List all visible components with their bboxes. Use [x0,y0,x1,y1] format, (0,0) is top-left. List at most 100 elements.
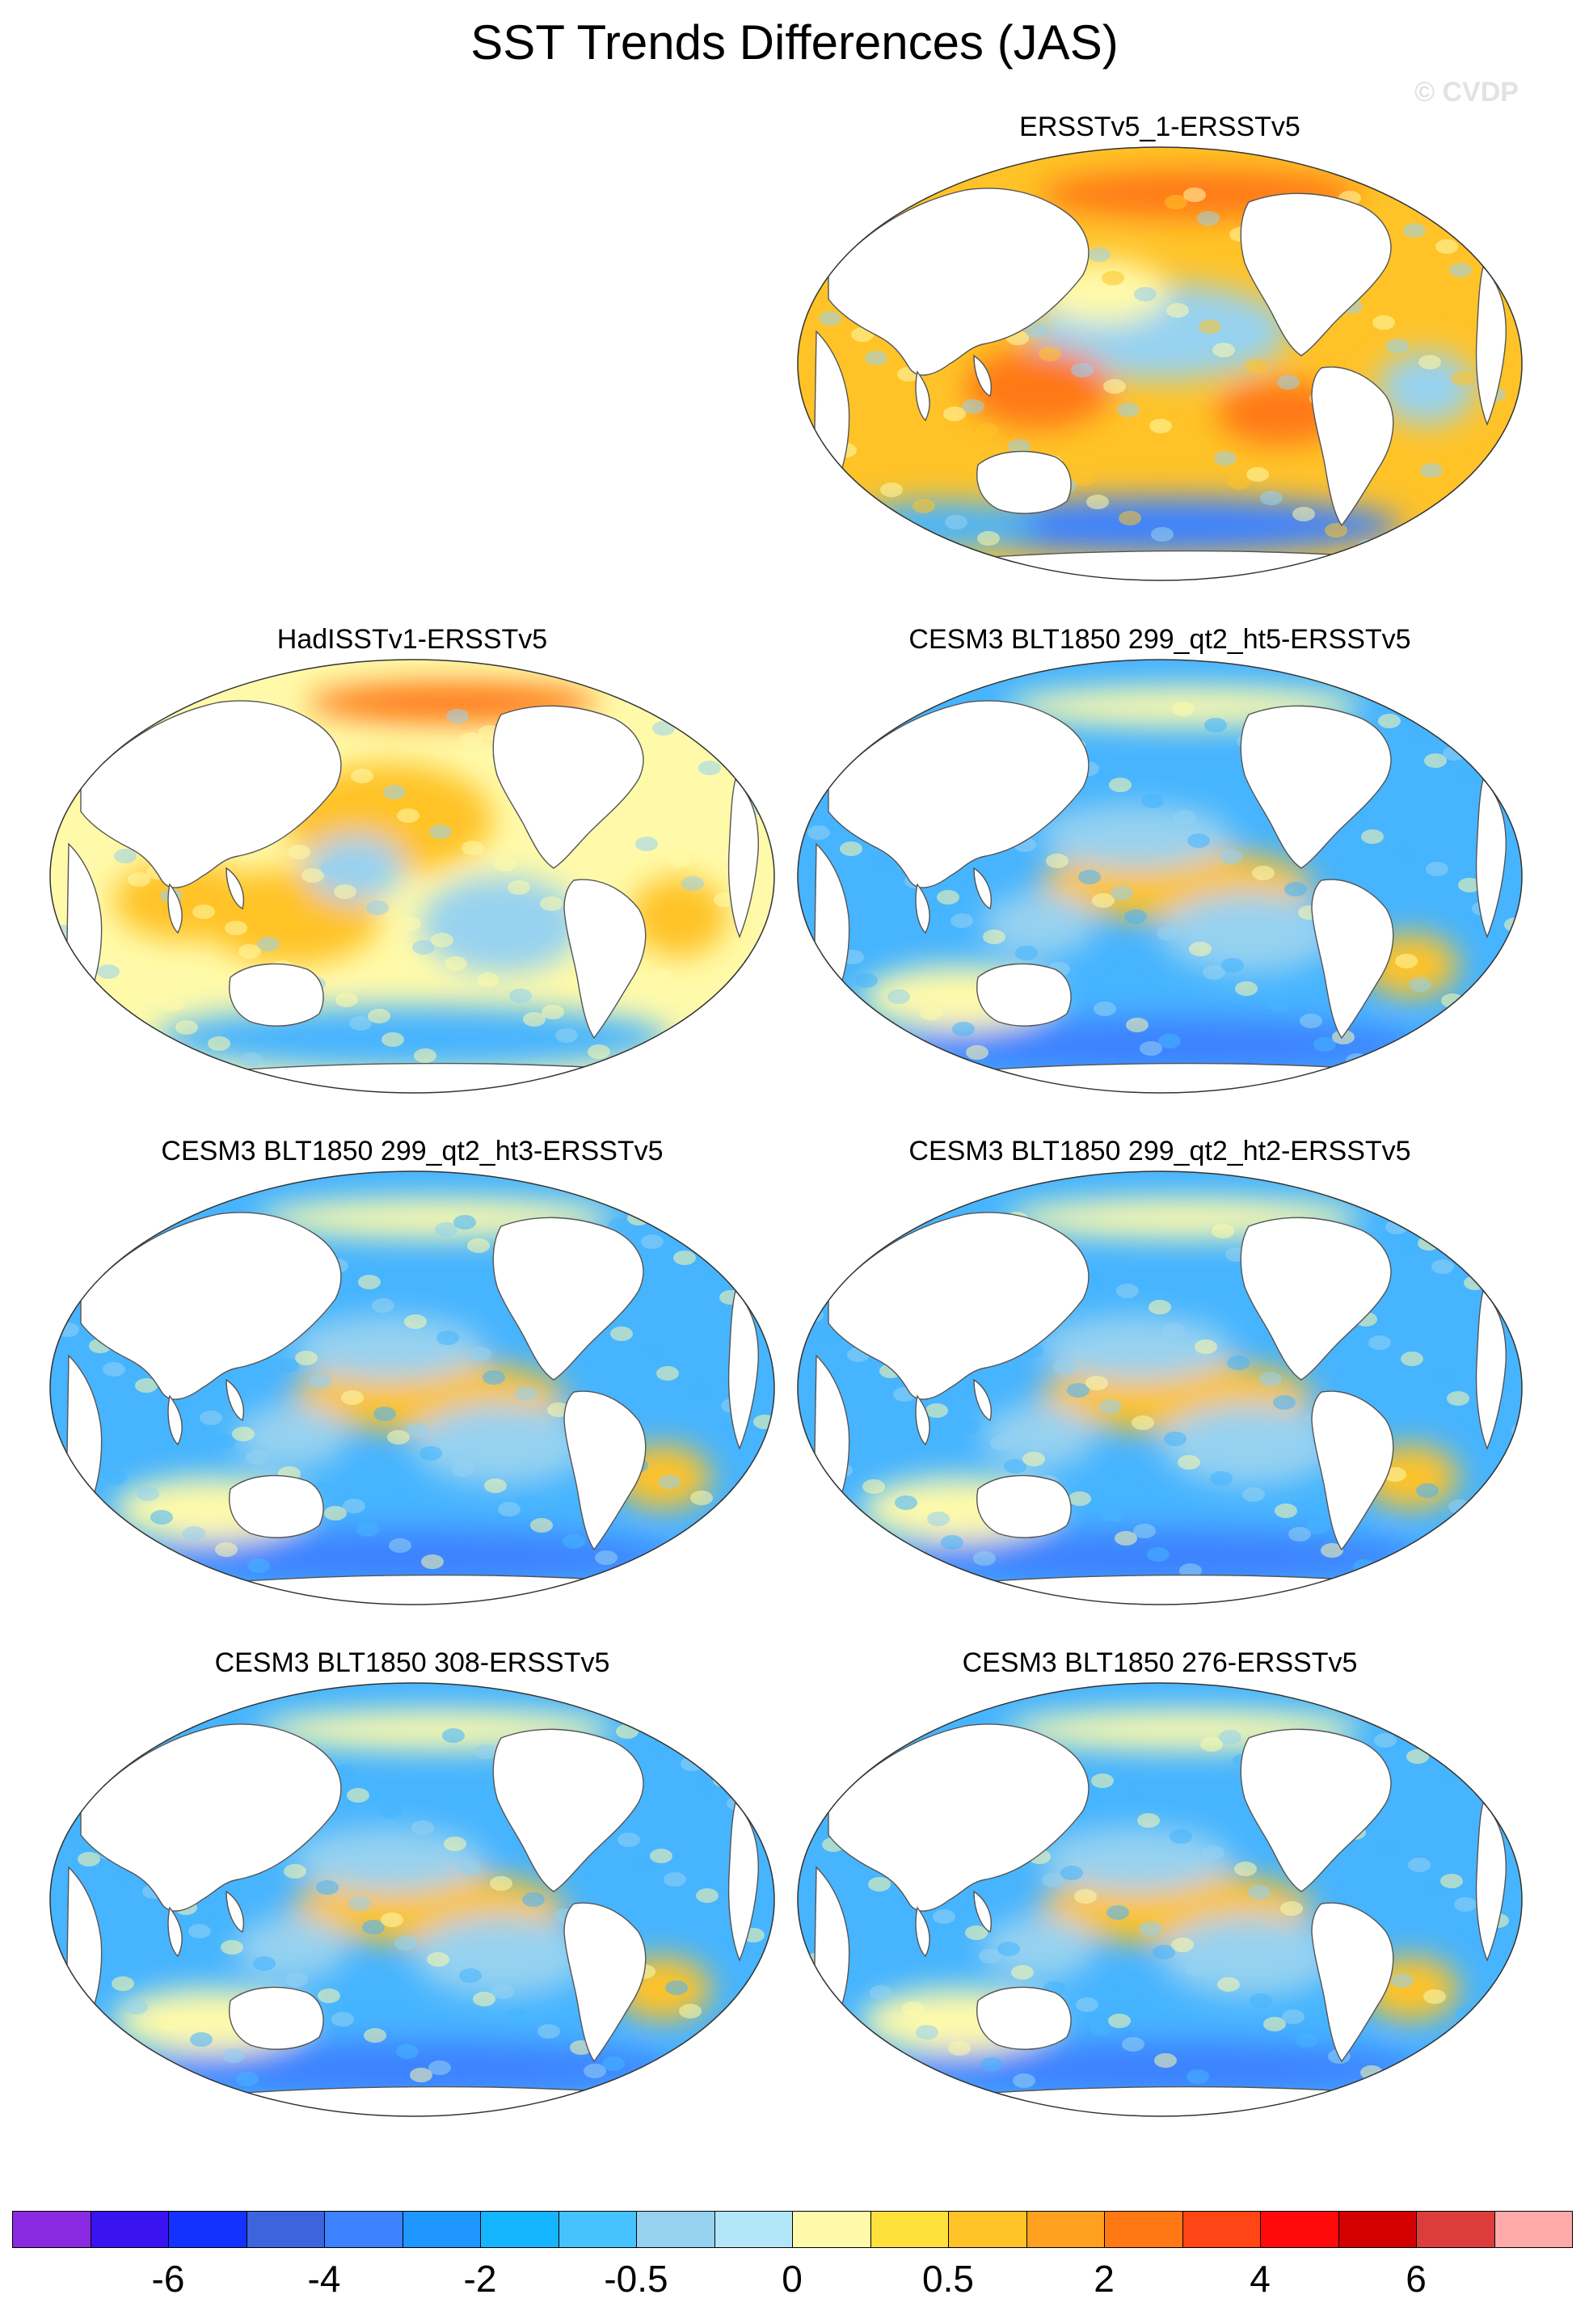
anomaly-speckle [1172,702,1195,716]
anomaly-speckle [980,2057,1003,2072]
colorbar-swatch [558,2211,637,2248]
anomaly-speckle [379,1804,402,1819]
anomaly-speckle [1235,981,1258,996]
anomaly-speckle [1060,1866,1083,1880]
anomaly-speckle [50,1546,64,1561]
anomaly-speckle [694,1780,717,1795]
anomaly-speckle [1122,2037,1144,2052]
anomaly-speckle [925,1403,948,1418]
colorbar-swatch [402,2211,481,2248]
land-mass [1311,1390,1394,1551]
anomaly-speckle [483,1370,505,1385]
anomaly-speckle [920,1006,942,1020]
anomaly-speckle [373,1407,396,1421]
anomaly-speckle [870,1985,892,2000]
anomaly-speckle [1273,1395,1296,1410]
land-mass [828,1212,1090,1400]
land-mass [563,879,647,1040]
world-map [49,1682,775,2117]
land-mass [668,1196,724,1240]
anomaly-speckle [349,1016,372,1031]
anomaly-speckle [945,515,967,529]
world-map [49,659,775,1094]
anomaly-speckle [1092,893,1115,908]
land-mass [973,1378,992,1422]
anomaly-speckle [864,1232,887,1246]
anomaly-speckle [683,985,706,999]
map-panel: ERSSTv5_1-ERSSTv5 [796,112,1524,581]
anomaly-speckle [1042,1873,1064,1887]
anomaly-speckle [247,1558,270,1573]
anomaly-speckle [977,531,1000,546]
anomaly-speckle [815,1331,837,1346]
anomaly-speckle [1140,1041,1162,1056]
anomaly-speckle [1214,451,1237,466]
anomaly-speckle [1422,1881,1444,1896]
anomaly-speckle [1085,1376,1108,1390]
anomaly-speckle [1263,2017,1286,2031]
anomaly-speckle [1197,211,1220,226]
anomaly-speckle [1228,475,1250,489]
anomaly-speckle [1469,2029,1492,2044]
colorbar [12,2211,1573,2248]
anomaly-speckle [648,1740,671,1755]
anomaly-speckle [387,1430,410,1445]
anomaly-speckle [335,993,358,1007]
anomaly-speckle [753,1415,774,1429]
anomaly-speckle [162,997,184,1011]
anomaly-speckle [1284,882,1307,896]
anomaly-speckle [1195,1339,1217,1354]
anomaly-speckle [175,1020,198,1035]
anomaly-speckle [1124,909,1147,924]
anomaly-speckle [665,1980,688,1995]
anomaly-speckle [445,956,467,971]
anomaly-region [1378,352,1475,424]
anomaly-speckle [807,2061,829,2076]
anomaly-speckle [428,2060,451,2075]
anomaly-speckle [431,933,453,947]
anomaly-speckle [398,917,421,931]
land-mass [973,1890,992,1934]
anomaly-speckle [135,1378,158,1393]
anomaly-speckle [1116,1284,1139,1298]
anomaly-speckle [82,833,104,847]
anomaly-speckle [1409,977,1431,992]
anomaly-region [1039,1827,1233,1892]
land-mass [892,1062,1476,1093]
anomaly-speckle [895,1495,917,1510]
anomaly-speckle [474,1744,497,1759]
anomaly-speckle [1481,1516,1503,1530]
anomaly-speckle [1434,487,1456,501]
colorbar-swatch [1416,2211,1495,2248]
anomaly-speckle [958,1419,980,1434]
watermark-text: © CVDP [1414,77,1519,108]
anomaly-speckle [1039,347,1061,361]
anomaly-speckle [1178,1455,1200,1470]
anomaly-speckle [1090,2021,1112,2035]
land-mass [727,778,759,938]
land-mass [976,450,1072,514]
anomaly-speckle [913,499,935,513]
anomaly-speckle [1307,1520,1330,1534]
colorbar-swatch [1026,2211,1105,2248]
anomaly-speckle [1084,1267,1106,1282]
anomaly-speckle [1126,1018,1149,1032]
anomaly-speckle [610,1326,633,1341]
anomaly-speckle [1202,1845,1224,1860]
anomaly-speckle [412,940,435,955]
land-mass [492,1728,644,1892]
land-mass [229,963,324,1027]
anomaly-speckle [236,2072,259,2086]
land-mass [167,1906,183,1958]
colorbar-swatch [870,2211,949,2248]
panel-title: CESM3 BLT1850 276-ERSSTv5 [962,1647,1358,1678]
colorbar-swatch [1182,2211,1261,2248]
anomaly-speckle [679,2004,702,2018]
colorbar-tick-label: -4 [307,2258,341,2300]
anomaly-speckle [563,1534,585,1549]
land-mass [828,700,1090,888]
anomaly-speckle [421,1554,444,1569]
land-mass [1311,1902,1394,2063]
anomaly-speckle [1496,1292,1519,1306]
anomaly-speckle [1399,1243,1422,1258]
